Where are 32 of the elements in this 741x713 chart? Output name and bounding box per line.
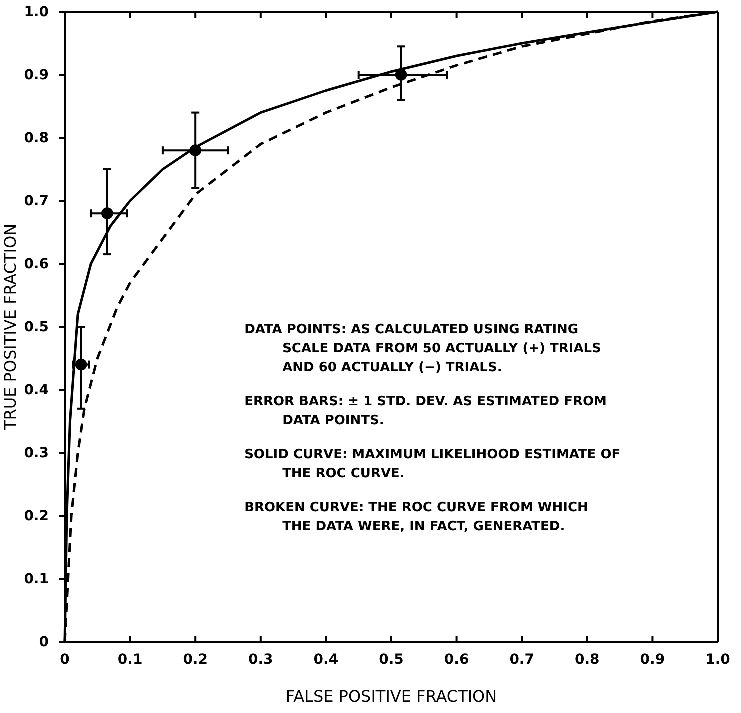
x-tick-label: 0.6 — [444, 652, 470, 668]
x-axis-title: FALSE POSITIVE FRACTION — [286, 687, 498, 706]
y-tick-label: 0.7 — [24, 193, 49, 210]
x-tick-label: 0.3 — [248, 652, 274, 668]
y-tick-label: 0 — [39, 634, 50, 650]
x-tick-label: 0.8 — [574, 652, 600, 668]
y-tick-label: 0.6 — [24, 256, 49, 272]
y-tick-label: 0.5 — [24, 319, 49, 336]
y-axis-title: TRUE POSITIVE FRACTION — [1, 224, 20, 432]
x-tick-label: 1.0 — [706, 652, 731, 668]
y-tick-label: 0.3 — [24, 445, 49, 462]
x-tick-label: 0 — [60, 652, 70, 668]
y-tick-label: 0.1 — [24, 571, 49, 588]
x-tick-label: 0.2 — [183, 652, 208, 668]
x-tick-label: 0.9 — [640, 652, 666, 668]
y-tick-label: 0.8 — [24, 130, 49, 146]
x-tick-label: 0.5 — [379, 652, 404, 668]
x-tick-label: 0.4 — [314, 652, 339, 668]
point — [395, 69, 408, 81]
x-tick-label: 0.7 — [510, 652, 535, 668]
y-tick-label: 0.2 — [24, 508, 49, 524]
annotation: ERROR BARS: ± 1 STD. DEV. AS ESTIMATED FROM DATA POINTS. — [244, 394, 607, 428]
point — [190, 144, 202, 157]
y-tick-label: 0.4 — [24, 382, 50, 398]
point — [75, 358, 88, 371]
annotation: DATA POINTS: AS CALCULATED USING RATING SCALE DATA FROM 50 ACTUALLY (+) TRIALS AND 60 ACTUALLY (−) TRIALS. — [244, 322, 602, 376]
x-tick-label: 0.1 — [118, 652, 143, 668]
y-tick-label: 0.9 — [24, 67, 49, 84]
annotation: SOLID CURVE: MAXIMUM LIKELIHOOD ESTIMATE OF THE ROC CURVE. — [244, 447, 621, 482]
point — [102, 208, 114, 220]
y-tick-label: 1.0 — [24, 4, 50, 20]
annotation: BROKEN CURVE: THE ROC CURVE FROM WHICH THE DATA WERE, IN FACT, GENERATED. — [244, 500, 588, 534]
